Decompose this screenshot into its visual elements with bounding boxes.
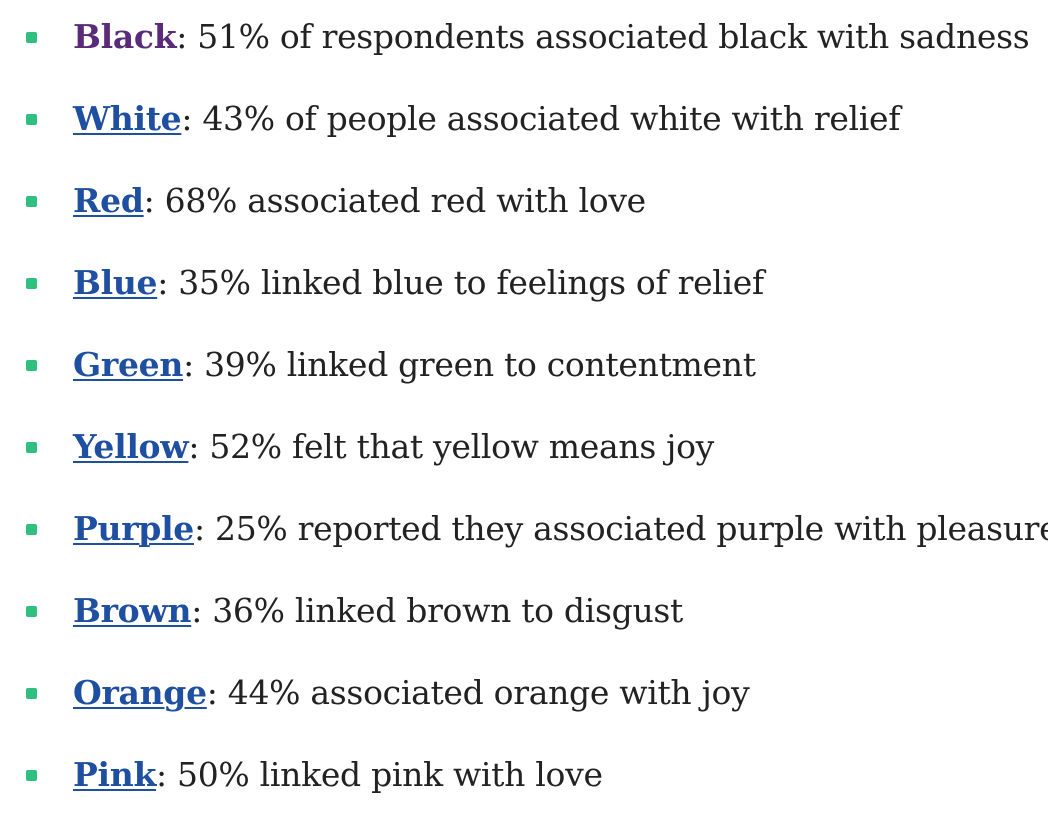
item-text: Yellow: 52% felt that yellow means joy: [73, 422, 714, 472]
color-link-green[interactable]: Green: [73, 345, 184, 384]
color-link-brown[interactable]: Brown: [73, 591, 192, 630]
color-link-black[interactable]: Black: [73, 17, 177, 56]
color-link-pink[interactable]: Pink: [73, 755, 157, 794]
bullet-icon: [26, 770, 37, 781]
item-text: Green: 39% linked green to contentment: [73, 340, 756, 390]
bullet-icon: [26, 114, 37, 125]
bullet-icon: [26, 196, 37, 207]
bullet-icon: [26, 278, 37, 289]
bullet-icon: [26, 524, 37, 535]
item-description: : 50% linked pink with love: [156, 755, 603, 794]
list-item: White: 43% of people associated white wi…: [0, 94, 1048, 144]
list-item: Brown: 36% linked brown to disgust: [0, 586, 1048, 636]
bullet-icon: [26, 442, 37, 453]
color-link-blue[interactable]: Blue: [73, 263, 158, 302]
color-link-white[interactable]: White: [73, 99, 182, 138]
list-item: Purple: 25% reported they associated pur…: [0, 504, 1048, 554]
item-text: Black: 51% of respondents associated bla…: [73, 12, 1030, 62]
item-text: Orange: 44% associated orange with joy: [73, 668, 750, 718]
item-text: White: 43% of people associated white wi…: [73, 94, 901, 144]
list-item: Blue: 35% linked blue to feelings of rel…: [0, 258, 1048, 308]
color-link-orange[interactable]: Orange: [73, 673, 207, 712]
color-link-purple[interactable]: Purple: [73, 509, 194, 548]
bullet-icon: [26, 688, 37, 699]
item-text: Red: 68% associated red with love: [73, 176, 646, 226]
item-description: : 44% associated orange with joy: [206, 673, 750, 712]
list-item: Black: 51% of respondents associated bla…: [0, 12, 1048, 62]
list-item: Pink: 50% linked pink with love: [0, 750, 1048, 800]
item-description: : 35% linked blue to feelings of relief: [157, 263, 764, 302]
item-text: Purple: 25% reported they associated pur…: [73, 504, 1048, 554]
item-description: : 43% of people associated white with re…: [181, 99, 901, 138]
item-description: : 39% linked green to contentment: [183, 345, 756, 384]
color-link-yellow[interactable]: Yellow: [73, 427, 189, 466]
bullet-icon: [26, 360, 37, 371]
item-description: : 51% of respondents associated black wi…: [176, 17, 1030, 56]
item-description: : 25% reported they associated purple wi…: [194, 509, 1048, 548]
bullet-icon: [26, 606, 37, 617]
item-text: Pink: 50% linked pink with love: [73, 750, 603, 800]
item-description: : 52% felt that yellow means joy: [188, 427, 715, 466]
item-description: : 36% linked brown to disgust: [191, 591, 684, 630]
item-text: Blue: 35% linked blue to feelings of rel…: [73, 258, 764, 308]
list-item: Orange: 44% associated orange with joy: [0, 668, 1048, 718]
bullet-icon: [26, 32, 37, 43]
item-text: Brown: 36% linked brown to disgust: [73, 586, 683, 636]
list-item: Red: 68% associated red with love: [0, 176, 1048, 226]
item-description: : 68% associated red with love: [143, 181, 647, 220]
color-link-red[interactable]: Red: [73, 181, 144, 220]
list-item: Yellow: 52% felt that yellow means joy: [0, 422, 1048, 472]
list-item: Green: 39% linked green to contentment: [0, 340, 1048, 390]
